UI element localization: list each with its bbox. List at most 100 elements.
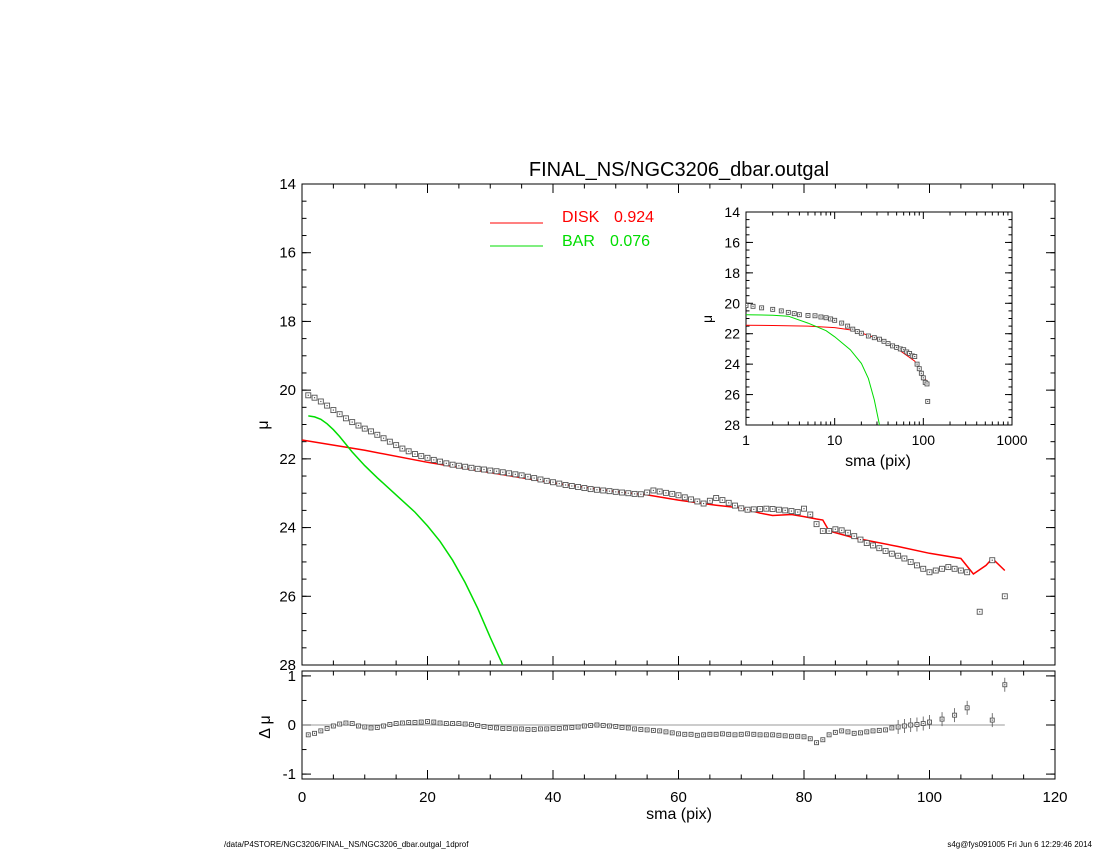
inset-data-point-center [926, 383, 928, 385]
res-data-point-center [703, 734, 705, 736]
res-data-point-center [564, 727, 567, 729]
main-data-point-center [759, 508, 761, 510]
res-data-point-center [483, 725, 485, 728]
res-data-point-center [803, 736, 805, 738]
main-data-point-center [533, 477, 535, 479]
res-data-point-center [552, 727, 554, 730]
res-data-point-center [790, 735, 793, 737]
inset-data-point-center [927, 400, 929, 403]
inset-ytick-label: 16 [724, 234, 740, 250]
res-data-point-center [558, 727, 560, 730]
res-data-point-center [659, 730, 661, 732]
main-data-point-center [558, 482, 560, 485]
res-data-point-center [571, 726, 573, 729]
inset-data-point-center [914, 355, 916, 358]
inset-ytick-label: 14 [724, 204, 740, 220]
res-data-point-center [502, 727, 504, 730]
main-data-point-center [841, 529, 843, 531]
inset-ytick-label: 20 [724, 295, 740, 311]
res-data-point-center [357, 725, 360, 727]
main-data-point-center [602, 489, 604, 492]
res-data-point-center [684, 733, 686, 735]
res-data-point-center [715, 733, 717, 735]
res-data-point-center [809, 738, 811, 740]
main-data-point-center [803, 508, 805, 510]
res-data-point-center [339, 723, 341, 725]
res-data-point-center [872, 730, 874, 732]
main-data-point-center [564, 484, 567, 486]
main-profile-data [302, 392, 1008, 665]
inset-data-point-center [787, 311, 789, 314]
main-data-point-center [935, 569, 937, 572]
res-data-point-center [477, 724, 479, 727]
inset-data-point-center [916, 363, 918, 365]
inset-data-point-center [911, 355, 913, 357]
main-data-point-center [740, 507, 742, 509]
main-data-point-center [866, 542, 868, 544]
main-data-point-center [376, 434, 378, 436]
inset-data-point-center [830, 318, 832, 320]
res-data-point-center [445, 722, 447, 725]
res-data-point-center [426, 720, 429, 723]
res-xtick-label: 80 [796, 789, 813, 806]
main-data-point-center [646, 491, 648, 494]
res-data-point-center [590, 724, 592, 727]
main-data-point-center [546, 480, 548, 482]
inset-xtick-label: 1000 [996, 432, 1027, 448]
main-data-point-center [502, 471, 504, 473]
main-data-point-center [765, 508, 767, 510]
footer-file-path: /data/P4STORE/NGC3206/FINAL_NS/NGC3206_d… [224, 840, 469, 849]
inset-data-point-center [761, 307, 763, 309]
main-data-point-center [891, 553, 893, 555]
res-data-point-center [690, 733, 692, 735]
res-data-point-center [797, 735, 799, 737]
res-data-point-center [828, 734, 830, 736]
res-data-point-center [583, 725, 585, 727]
main-data-point-center [652, 489, 654, 492]
inset-data-point-center [918, 368, 920, 370]
res-data-point-center [759, 734, 761, 736]
main-data-point-center [659, 490, 661, 493]
res-data-point-center [834, 731, 836, 733]
res-data-point-center [772, 734, 774, 736]
main-data-point-center [772, 508, 774, 510]
main-data-point-center [414, 453, 416, 455]
main-data-point-center [608, 490, 611, 492]
main-data-point-center [483, 468, 485, 471]
inset-data-point-center [820, 316, 822, 318]
main-data-point-center [715, 497, 717, 499]
res-data-point-center [395, 722, 397, 725]
inset-background [746, 212, 1012, 425]
res-data-point-center [307, 734, 309, 736]
main-ytick-label: 16 [279, 245, 296, 262]
main-data-point-center [477, 468, 479, 470]
res-data-point-center [696, 734, 698, 736]
res-data-point-center [677, 733, 680, 735]
main-data-point-center [552, 481, 554, 483]
main-data-point-center [815, 523, 818, 525]
inset-data-point-center [908, 352, 911, 355]
inset-bar-line [746, 314, 880, 425]
res-xtick-label: 0 [298, 789, 306, 806]
res-data-point-center [464, 723, 466, 725]
res-data-point-center [903, 725, 905, 727]
res-data-point-center [351, 722, 353, 725]
main-data-point-center [822, 530, 824, 532]
main-data-point-center [621, 491, 623, 494]
res-data-point-center [401, 722, 403, 724]
main-profile-axes: 14 16 18 20 22 24 26 28 [279, 176, 1056, 674]
main-data-point-center [677, 494, 680, 496]
res-data-point-center [671, 732, 673, 734]
main-data-point-center [728, 502, 730, 504]
res-data-point-center [602, 724, 604, 727]
inset-data [746, 303, 931, 425]
res-data-point-center [489, 726, 491, 729]
res-data-point-center [753, 733, 755, 735]
main-data-point-center [897, 555, 899, 557]
main-data-point-center [445, 462, 447, 464]
main-data-point-center [307, 394, 309, 396]
inset-data-point-center [793, 313, 795, 315]
inset-data-point-center [772, 308, 774, 310]
